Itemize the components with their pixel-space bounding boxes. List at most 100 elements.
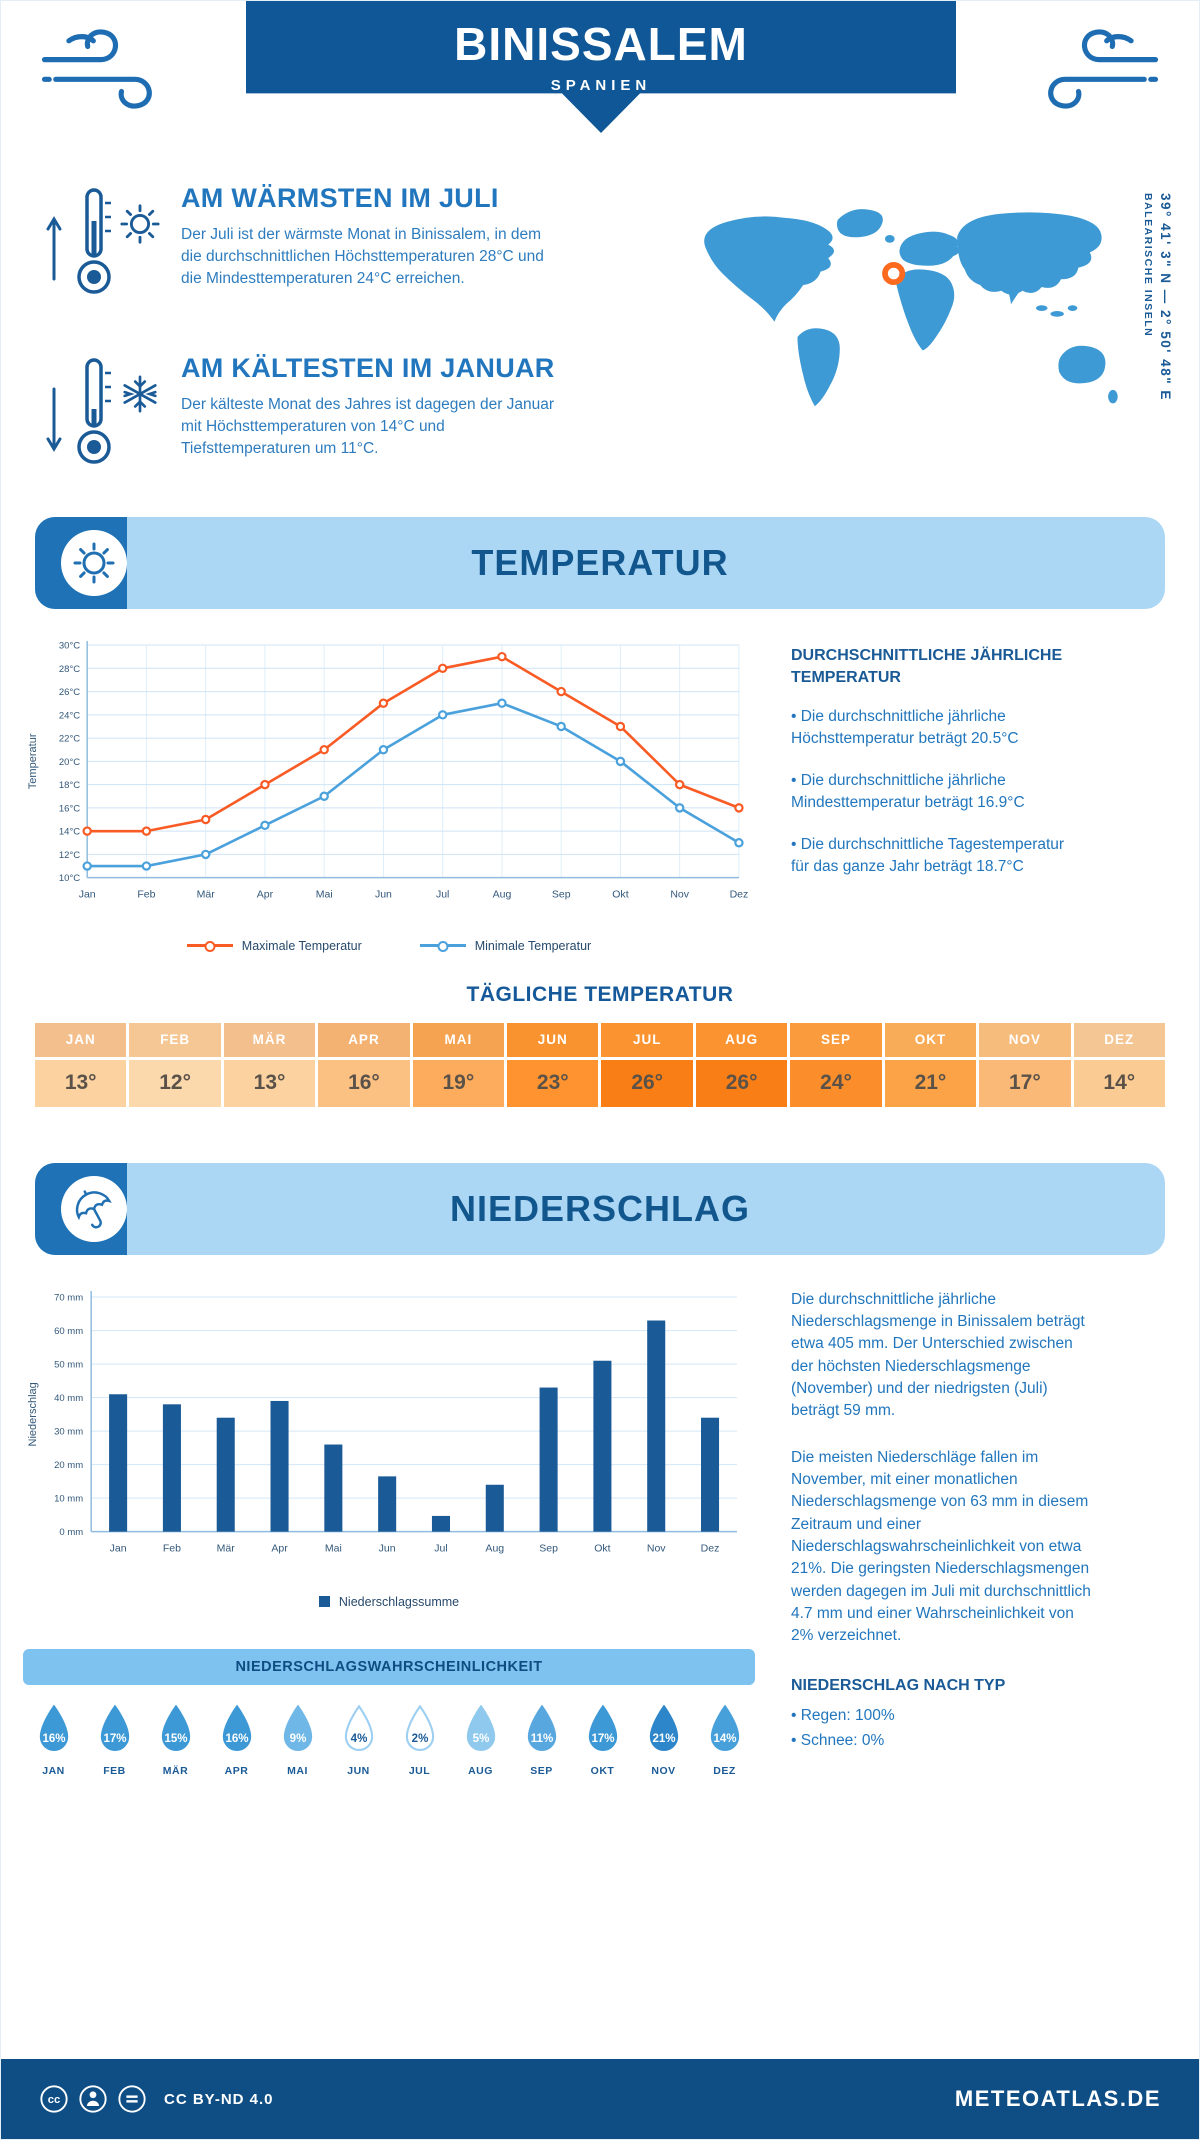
temp-table-value: 26° [695,1059,788,1107]
water-drop-icon: 9% [283,1704,312,1751]
svg-text:0 mm: 0 mm [59,1527,83,1538]
temp-table-value: 12° [129,1059,221,1107]
svg-text:22°C: 22°C [59,734,80,745]
water-drop-icon: 2% [405,1704,434,1751]
precip-probability-item: 4% JUN [328,1703,389,1777]
annual-temp-bullet: Die durchschnittliche jährliche Höchstte… [791,706,1076,750]
svg-text:Feb: Feb [137,889,155,901]
temp-table-value: 19° [412,1059,505,1107]
legend-item-min: Minimale Temperatur [419,938,592,953]
temp-table-month: APR [318,1022,410,1057]
page-title: BINISSALEM [454,18,748,70]
temp-table-column: AUG 26° [695,1022,788,1107]
svg-text:16%: 16% [42,1733,65,1745]
precipitation-bar-chart: 0 mm 10 mm 20 mm 30 mm 40 mm 50 mm 60 mm 70 mm J… [27,1290,737,1555]
license-label: CC BY-ND 4.0 [164,2090,274,2108]
water-drop-icon: 5% [466,1704,495,1751]
region-label: BALEARISCHE INSELN [1142,193,1154,338]
svg-text:9%: 9% [289,1733,306,1745]
coldest-heading: AM KÄLTESTEN IM JANUAR [181,353,555,383]
temp-table-month: AUG [695,1022,788,1057]
svg-text:24°C: 24°C [59,710,80,721]
svg-text:Nov: Nov [647,1543,666,1555]
precip-probability-item: 17% OKT [572,1703,633,1777]
precip-probability-item: 14% DEZ [694,1703,755,1777]
temp-table-column: MÄR 13° [223,1022,316,1107]
svg-text:Mai: Mai [316,889,333,901]
svg-text:Dez: Dez [701,1543,720,1555]
warmest-heading: AM WÄRMSTEN IM JULI [181,183,499,213]
svg-text:cc: cc [48,2094,61,2106]
temperature-chart-container: Jan Feb Mär Apr Mai Jun Jul Aug Sep Okt Nov Dez 10°C… [23,629,755,931]
sun-icon [120,204,160,244]
annual-temp-heading: DURCHSCHNITTLICHE JÄHRLICHE TEMPERATUR [791,647,1063,686]
precip-probability-month: OKT [590,1764,615,1777]
temp-table-month: OKT [884,1022,977,1057]
precipitation-section-title: NIEDERSCHLAG [449,1187,751,1229]
water-drop-icon: 11% [527,1704,556,1751]
svg-text:Mär: Mär [197,889,216,901]
footer: cc CC BY-ND 4.0 METEOATLAS.DE [1,2059,1199,2139]
temp-table-month: MÄR [223,1022,316,1057]
svg-text:50 mm: 50 mm [54,1359,83,1370]
temp-table-month: JUN [507,1022,599,1057]
daily-temperature-title: TÄGLICHE TEMPERATUR [466,982,734,1006]
svg-text:Apr: Apr [271,1543,288,1555]
cc-icon: cc [40,2085,68,2113]
svg-text:20 mm: 20 mm [54,1460,83,1471]
temp-table-month: MAI [412,1022,505,1057]
svg-text:Okt: Okt [612,889,628,901]
precip-probability-item: 15% MÄR [145,1703,206,1777]
svg-text:18°C: 18°C [59,780,80,791]
precip-probability-item: 17% FEB [84,1703,145,1777]
temp-table-month: DEZ [1073,1022,1165,1057]
precip-probability-row: 16% JAN 17% FEB 15% MÄR 16% APR 9% MAI [23,1703,755,1777]
precip-probability-month: DEZ [713,1764,736,1777]
temp-table-value: 16° [318,1059,410,1107]
svg-text:Sep: Sep [552,889,571,901]
svg-text:28°C: 28°C [59,664,80,675]
svg-text:Jul: Jul [434,1543,447,1555]
svg-text:10°C: 10°C [59,873,80,884]
temp-table-column: OKT 21° [884,1022,977,1107]
precip-probability-item: 5% AUG [450,1703,511,1777]
svg-text:10 mm: 10 mm [54,1493,83,1504]
svg-text:Jun: Jun [379,1543,396,1555]
precip-probability-item: 16% APR [206,1703,267,1777]
temp-table-column: DEZ 14° [1073,1022,1165,1107]
precip-legend-label: Niederschlagssumme [338,1594,460,1609]
geo-labels: BALEARISCHE INSELN 39° 41' 3" N — 2° 50'… [1142,193,1173,483]
header: BINISSALEM SPANIEN [1,1,1199,153]
precip-probability-month: JAN [42,1764,65,1777]
svg-text:26°C: 26°C [59,687,80,698]
svg-text:16%: 16% [225,1733,248,1745]
water-drop-icon: 16% [222,1704,251,1751]
temp-table-month: JAN [35,1022,127,1057]
temp-table-column: SEP 24° [790,1022,882,1107]
precip-probability-month: FEB [103,1764,126,1777]
temp-table-column: NOV 17° [979,1022,1071,1107]
water-drop-icon: 17% [100,1704,129,1751]
temperature-section: Jan Feb Mär Apr Mai Jun Jul Aug Sep Okt Nov Dez 10°C… [1,609,1199,953]
precip-probability-item: 21% NOV [633,1703,694,1777]
thermometer-icon [77,188,111,294]
water-drop-icon: 14% [710,1704,739,1751]
precipitation-legend: Niederschlagssumme [23,1595,755,1609]
temp-table-value: 17° [979,1059,1071,1107]
svg-text:Niederschlag: Niederschlag [27,1382,39,1446]
temp-table-month: FEB [129,1022,221,1057]
precip-probability-month: SEP [530,1764,553,1777]
temp-table-month: NOV [979,1022,1071,1057]
svg-text:2%: 2% [411,1733,428,1745]
license-block: cc CC BY-ND 4.0 [39,2084,274,2114]
legend-item-max: Maximale Temperatur [186,939,362,953]
min-temp-legend-label: Minimale Temperatur [474,938,592,953]
precip-probability-month: JUN [347,1764,370,1777]
thermometer-icon [77,358,111,464]
banner-icon-circle [61,530,127,596]
water-drop-icon: 4% [344,1704,373,1751]
temp-table-column: JUN 23° [507,1022,599,1107]
svg-text:Feb: Feb [163,1543,181,1555]
precip-probability-item: 9% MAI [267,1703,328,1777]
arrow-down-icon [46,387,62,452]
